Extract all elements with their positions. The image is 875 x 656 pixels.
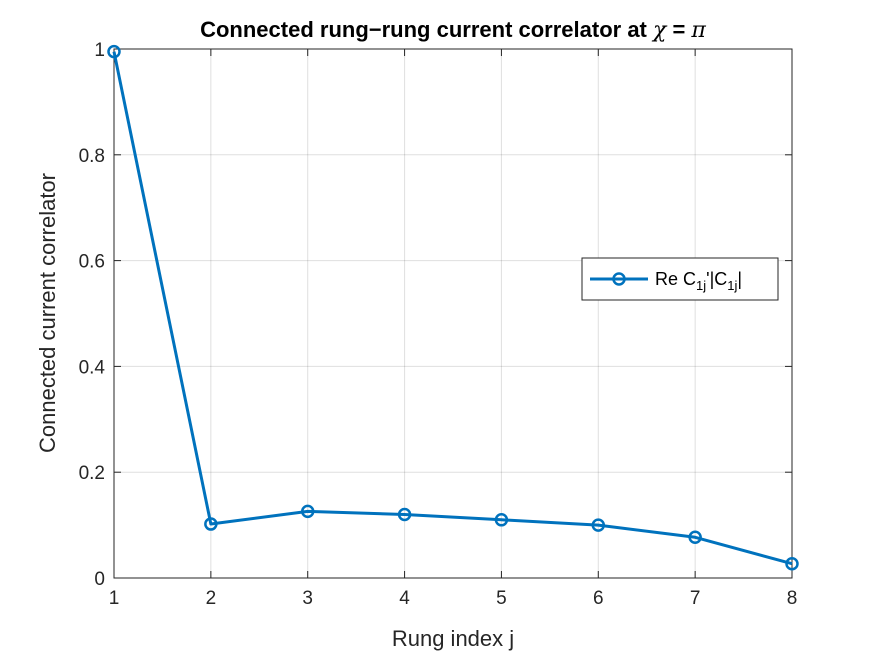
chart-title-equals: =	[666, 17, 691, 42]
legend-label-part2: '|C	[706, 269, 727, 289]
series-line	[112, 51, 793, 566]
data-point-marker	[591, 518, 606, 532]
y-tick-label: 0.6	[79, 252, 105, 273]
chart-title-symbol: χ	[651, 18, 668, 43]
x-tick-label: 8	[787, 588, 798, 609]
data-point-marker	[204, 517, 218, 531]
chart-title-prefix: Connected rung−rung current correlator a…	[200, 17, 653, 42]
x-tick-label: 4	[399, 588, 410, 609]
legend-label-part1: Re C	[655, 269, 696, 289]
x-tick-label: 2	[206, 588, 217, 609]
series-layer	[107, 44, 799, 571]
data-point-marker	[494, 513, 509, 527]
x-tick-label: 5	[496, 588, 507, 609]
tick-layer: 1 2 3 4 5 6 7 8 0 0.2 0.4 0.6 0.8 1	[79, 40, 798, 609]
data-point-marker	[300, 504, 315, 519]
y-tick-label: 0	[94, 569, 105, 590]
legend-label-part3: |	[737, 269, 742, 289]
x-tick-label: 1	[109, 588, 120, 609]
legend-label-sub1: 1j	[696, 278, 706, 293]
x-tick-label: 6	[593, 588, 604, 609]
chart-title-value: π	[690, 18, 706, 43]
data-point-marker	[107, 44, 121, 59]
y-axis-label: Connected current correlator	[35, 173, 60, 453]
x-tick-label: 7	[690, 588, 701, 609]
y-tick-label: 0.2	[79, 463, 105, 484]
chart-title: Connected rung−rung current correlator a…	[200, 17, 706, 43]
data-point-marker	[397, 507, 412, 522]
legend-label: Re C1j'|C1j|	[655, 269, 742, 293]
legend-label-sub2: 1j	[727, 278, 737, 293]
legend: Re C1j'|C1j|	[581, 257, 779, 301]
y-tick-label: 0.4	[79, 357, 106, 378]
axes-box	[113, 48, 793, 579]
data-point-marker	[688, 530, 702, 545]
legend-marker-sample	[612, 272, 626, 286]
y-tick-label: 1	[94, 40, 105, 61]
data-point-marker	[785, 556, 799, 571]
x-tick-label: 3	[302, 588, 313, 609]
plot-area	[114, 49, 792, 578]
x-axis-label: Rung index j	[392, 626, 514, 651]
y-tick-label: 0.8	[79, 146, 105, 167]
